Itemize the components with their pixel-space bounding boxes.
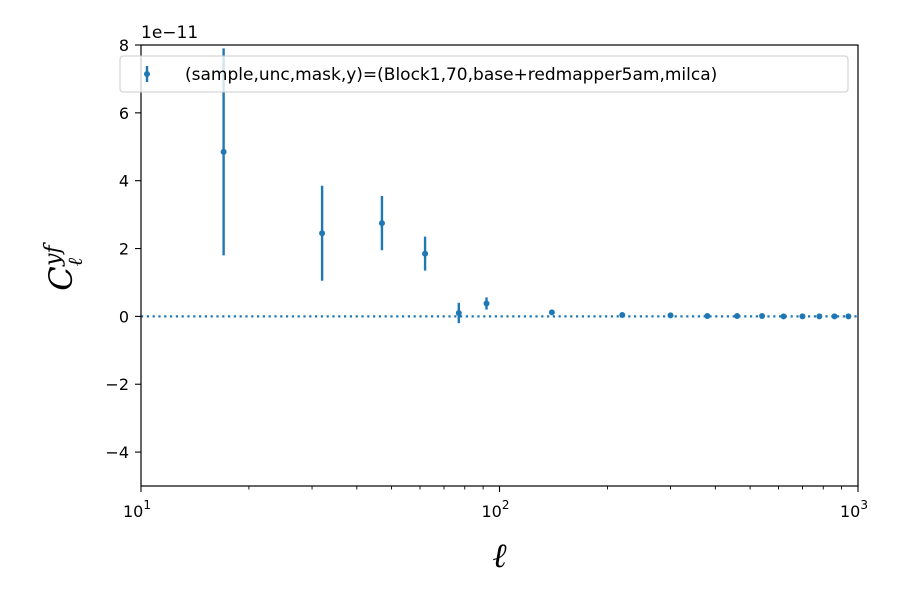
point-marker: [667, 312, 674, 319]
data-point: [619, 312, 626, 319]
data-point: [483, 297, 490, 310]
point-marker: [422, 250, 429, 257]
y-axis-label: Cℓyf: [41, 241, 87, 290]
data-point: [548, 309, 555, 316]
data-point: [816, 313, 823, 320]
legend-box: [119, 55, 849, 93]
y-tick-label: 0: [119, 307, 129, 326]
data-point: [422, 236, 429, 271]
x-tick-label: 102: [482, 498, 510, 521]
x-tick-label: 101: [123, 498, 151, 521]
point-marker: [619, 312, 626, 319]
point-marker: [378, 220, 385, 227]
data-point: [455, 302, 462, 324]
data-point: [704, 313, 711, 320]
point-marker: [455, 309, 462, 316]
y-axis-label-subscript: ℓ: [63, 257, 87, 266]
data-point: [845, 313, 852, 320]
data-point: [799, 313, 806, 320]
x-tick-label-base: 10: [482, 502, 502, 521]
y-tick-label: 8: [119, 36, 129, 55]
point-marker: [759, 313, 766, 320]
x-axis-label: ℓ: [492, 536, 506, 576]
data-point: [780, 313, 787, 320]
y-axis-offset-text: 1e−11: [141, 23, 198, 43]
y-tick-label: 4: [119, 172, 129, 191]
data-point: [759, 313, 766, 320]
y-axis-ticks: −4 −2 0 2 4 6 8: [105, 36, 141, 462]
x-tick-label: 103: [840, 498, 868, 521]
plot-area: [141, 45, 858, 486]
point-marker: [220, 148, 227, 155]
y-tick-label: 2: [119, 240, 129, 259]
y-tick-label: −2: [105, 375, 129, 394]
x-tick-label-base: 10: [123, 502, 143, 521]
data-point: [319, 185, 326, 281]
x-tick-label-exponent: 2: [502, 498, 510, 512]
legend: (sample,unc,mask,y)=(Block1,70,base+redm…: [119, 55, 849, 93]
data-points-layer: [220, 48, 852, 324]
point-marker: [780, 313, 787, 320]
y-tick-label: −4: [105, 443, 129, 462]
y-axis-label-main: C: [42, 266, 80, 290]
x-tick-label-exponent: 3: [860, 498, 868, 512]
data-point: [831, 313, 838, 320]
y-axis-label-superscript: yf: [41, 241, 66, 266]
point-marker: [548, 309, 555, 316]
point-marker: [704, 313, 711, 320]
legend-label: (sample,unc,mask,y)=(Block1,70,base+redm…: [185, 65, 717, 85]
x-axis-ticks: 101 102 103: [123, 486, 868, 521]
point-marker: [845, 313, 852, 320]
data-point: [667, 312, 674, 319]
point-marker: [816, 313, 823, 320]
point-marker: [734, 313, 741, 320]
y-tick-label: 6: [119, 104, 129, 123]
point-marker: [319, 230, 326, 237]
point-marker: [483, 300, 490, 307]
x-tick-label-base: 10: [840, 502, 860, 521]
point-marker: [831, 313, 838, 320]
legend-point-marker: [144, 71, 150, 77]
data-point: [378, 195, 385, 251]
x-tick-label-exponent: 1: [143, 498, 151, 512]
data-point: [734, 313, 741, 320]
legend-marker: [144, 66, 150, 82]
point-marker: [799, 313, 806, 320]
